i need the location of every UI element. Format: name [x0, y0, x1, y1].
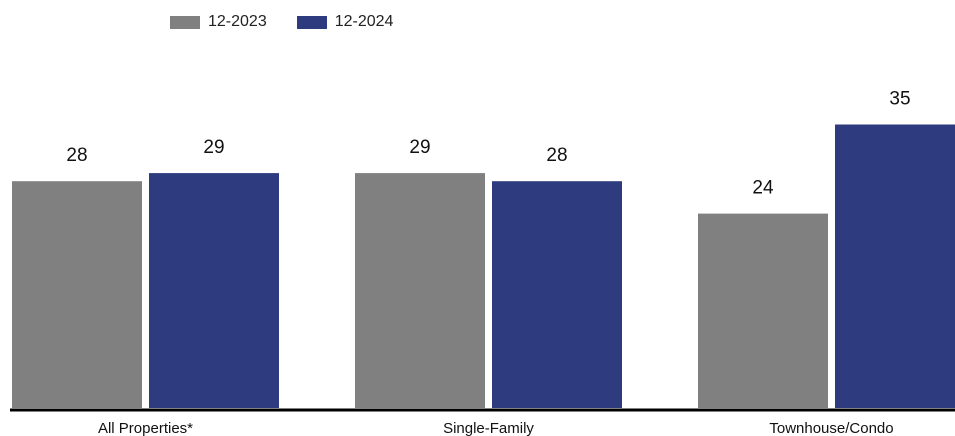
bar-12-2023-all-properties-	[12, 181, 142, 408]
legend-item-2024: 12-2024	[296, 13, 394, 31]
bar-12-2024-single-family	[492, 181, 622, 408]
data-label-12-2023-2: 24	[752, 178, 774, 199]
data-label-12-2023-0: 28	[66, 145, 87, 166]
legend-swatch-2024	[296, 15, 327, 29]
chart-legend: 12-2023 12-2024	[170, 13, 423, 31]
category-label-1: Single-Family	[443, 420, 534, 436]
bar-12-2024-all-properties-	[149, 173, 279, 408]
data-label-12-2023-1: 29	[409, 137, 430, 158]
legend-label-2023: 12-2023	[208, 13, 267, 30]
category-label-0: All Properties*	[98, 420, 193, 436]
bar-12-2024-townhouse-condo	[835, 124, 955, 408]
bar-12-2023-townhouse-condo	[698, 213, 828, 408]
data-label-12-2024-0: 29	[203, 137, 224, 158]
legend-swatch-2023	[170, 15, 200, 29]
legend-label-2024: 12-2024	[334, 13, 394, 30]
data-label-12-2024-2: 35	[889, 89, 910, 110]
legend-item-2023: 12-2023	[170, 13, 267, 31]
bar-12-2023-single-family	[355, 173, 485, 408]
category-label-2: Townhouse/Condo	[769, 420, 893, 436]
data-label-12-2024-1: 28	[546, 145, 567, 166]
